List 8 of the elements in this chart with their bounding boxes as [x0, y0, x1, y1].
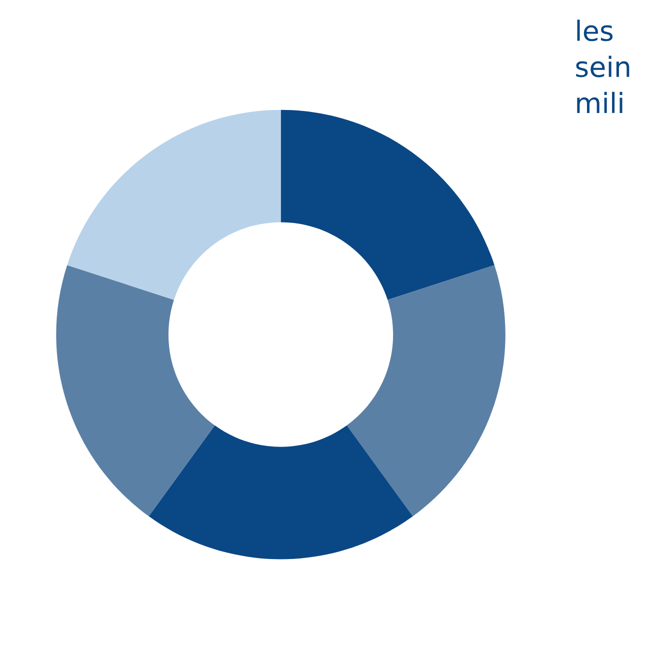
donut-slice [280, 110, 494, 300]
donut-slice [67, 110, 281, 300]
text: les [577, 20, 613, 42]
text: mili [577, 92, 622, 113]
donut-slice [148, 425, 413, 560]
text: sein [576, 56, 630, 78]
donut-slice [346, 265, 506, 516]
donut-slice [56, 265, 215, 516]
